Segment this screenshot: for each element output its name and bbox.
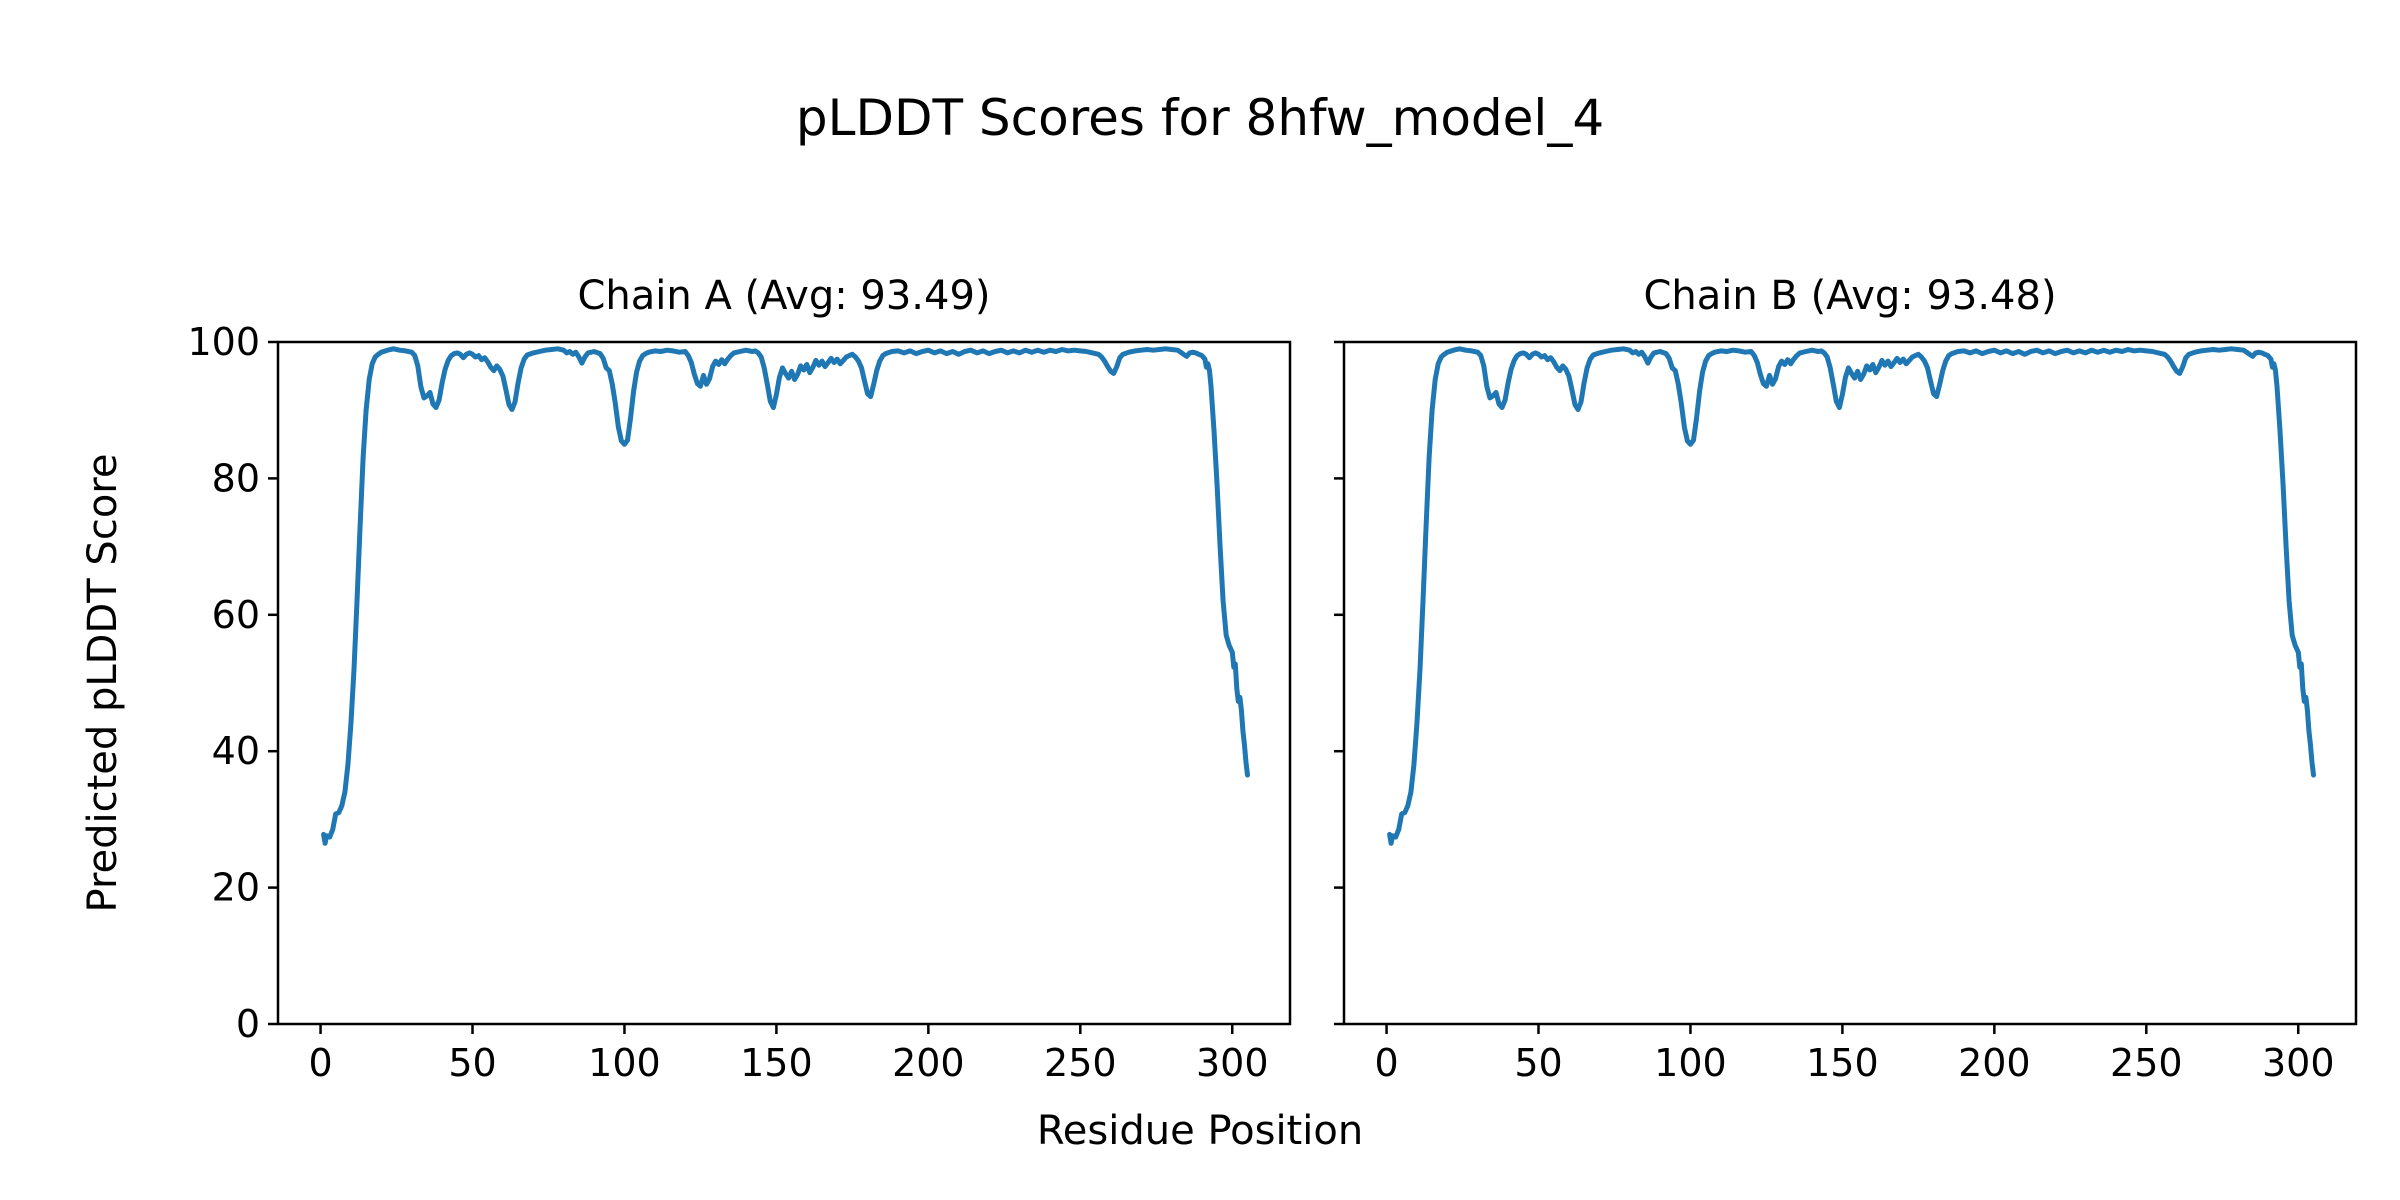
figure-title: pLDDT Scores for 8hfw_model_4 bbox=[795, 89, 1605, 147]
x-tick-label: 50 bbox=[448, 1041, 496, 1085]
axes-spines bbox=[276, 340, 1292, 1026]
x-tick-label: 100 bbox=[1654, 1041, 1727, 1085]
chain-a-axes: 0 50 100 150 200 250 300 0 20 40 60 80 100 bbox=[187, 320, 1292, 1085]
y-tick-label: 20 bbox=[212, 866, 260, 910]
x-tick-label: 250 bbox=[2110, 1041, 2183, 1085]
plddt-line-b bbox=[1387, 346, 2316, 846]
chain-b-axes: 0 50 100 150 200 250 300 bbox=[1334, 340, 2358, 1085]
axes-spines bbox=[1342, 340, 2358, 1026]
x-tick-label: 0 bbox=[308, 1041, 332, 1085]
chain-a-title: Chain A (Avg: 93.49) bbox=[577, 273, 991, 319]
y-tick-label: 0 bbox=[236, 1002, 260, 1046]
x-axis-label: Residue Position bbox=[1036, 1108, 1364, 1154]
x-tick-label: 150 bbox=[1806, 1041, 1879, 1085]
chain-b-title: Chain B (Avg: 93.48) bbox=[1643, 273, 2057, 319]
y-axis-label: Predicted pLDDT Score bbox=[80, 453, 126, 913]
x-tick-label: 300 bbox=[2262, 1041, 2335, 1085]
x-tick-label: 200 bbox=[1958, 1041, 2031, 1085]
x-tick-label: 300 bbox=[1196, 1041, 1269, 1085]
x-tick-label: 50 bbox=[1514, 1041, 1562, 1085]
y-tick-label: 60 bbox=[212, 593, 260, 637]
x-tick-label: 200 bbox=[892, 1041, 965, 1085]
x-tick-label: 250 bbox=[1044, 1041, 1117, 1085]
y-tick-label: 80 bbox=[212, 456, 260, 500]
plddt-line-a bbox=[321, 346, 1250, 846]
x-tick-label: 0 bbox=[1374, 1041, 1398, 1085]
x-tick-label: 100 bbox=[588, 1041, 661, 1085]
y-tick-label: 100 bbox=[187, 320, 260, 364]
x-tick-label: 150 bbox=[740, 1041, 813, 1085]
y-tick-label: 40 bbox=[212, 729, 260, 773]
